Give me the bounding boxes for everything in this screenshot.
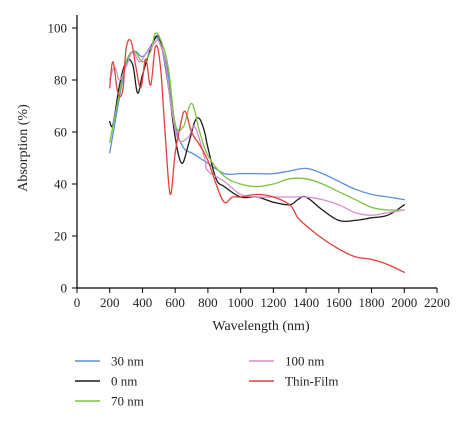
y-tick-label: 0	[61, 281, 68, 296]
axes: 0 200 400 600 800 1000 1200 1400 1600 1800 2000 220…	[48, 15, 450, 310]
x-tick-label: 2000	[391, 295, 417, 310]
legend: 30 nm 0 nm 70 nm 100 nm Thin-Film	[75, 354, 338, 409]
y-tick-label: 100	[48, 21, 68, 36]
y-axis-title: Absorption (%)	[16, 104, 31, 192]
y-tick-label: 40	[54, 177, 67, 192]
series-line-30-nm	[109, 36, 405, 201]
y-tick-label: 20	[54, 229, 67, 244]
legend-label: 70 nm	[111, 394, 144, 409]
x-tick-label: 1000	[228, 295, 254, 310]
series-line-100-nm	[109, 39, 405, 216]
series-line-thin-film	[109, 38, 405, 274]
x-tick-label: 400	[133, 295, 153, 310]
x-tick-label: 1400	[293, 295, 319, 310]
series-line-0-nm	[109, 35, 405, 223]
legend-label: 0 nm	[111, 374, 137, 389]
x-tick-label: 200	[100, 295, 120, 310]
x-tick-label: 1800	[359, 295, 385, 310]
x-tick-label: 2200	[424, 295, 450, 310]
legend-label: 30 nm	[111, 354, 144, 369]
legend-label: Thin-Film	[285, 374, 338, 389]
y-tick-label: 80	[54, 73, 67, 88]
x-tick-label: 1600	[326, 295, 352, 310]
legend-label: 100 nm	[285, 354, 324, 369]
x-tick-label: 1200	[260, 295, 286, 310]
series-lines	[109, 32, 405, 274]
series-line-70-nm	[109, 32, 405, 211]
x-tick-label: 800	[198, 295, 218, 310]
x-tick-label: 600	[165, 295, 185, 310]
y-tick-label: 60	[54, 125, 67, 140]
x-axis-title: Wavelength (nm)	[212, 319, 310, 334]
x-tick-label: 0	[74, 295, 81, 310]
